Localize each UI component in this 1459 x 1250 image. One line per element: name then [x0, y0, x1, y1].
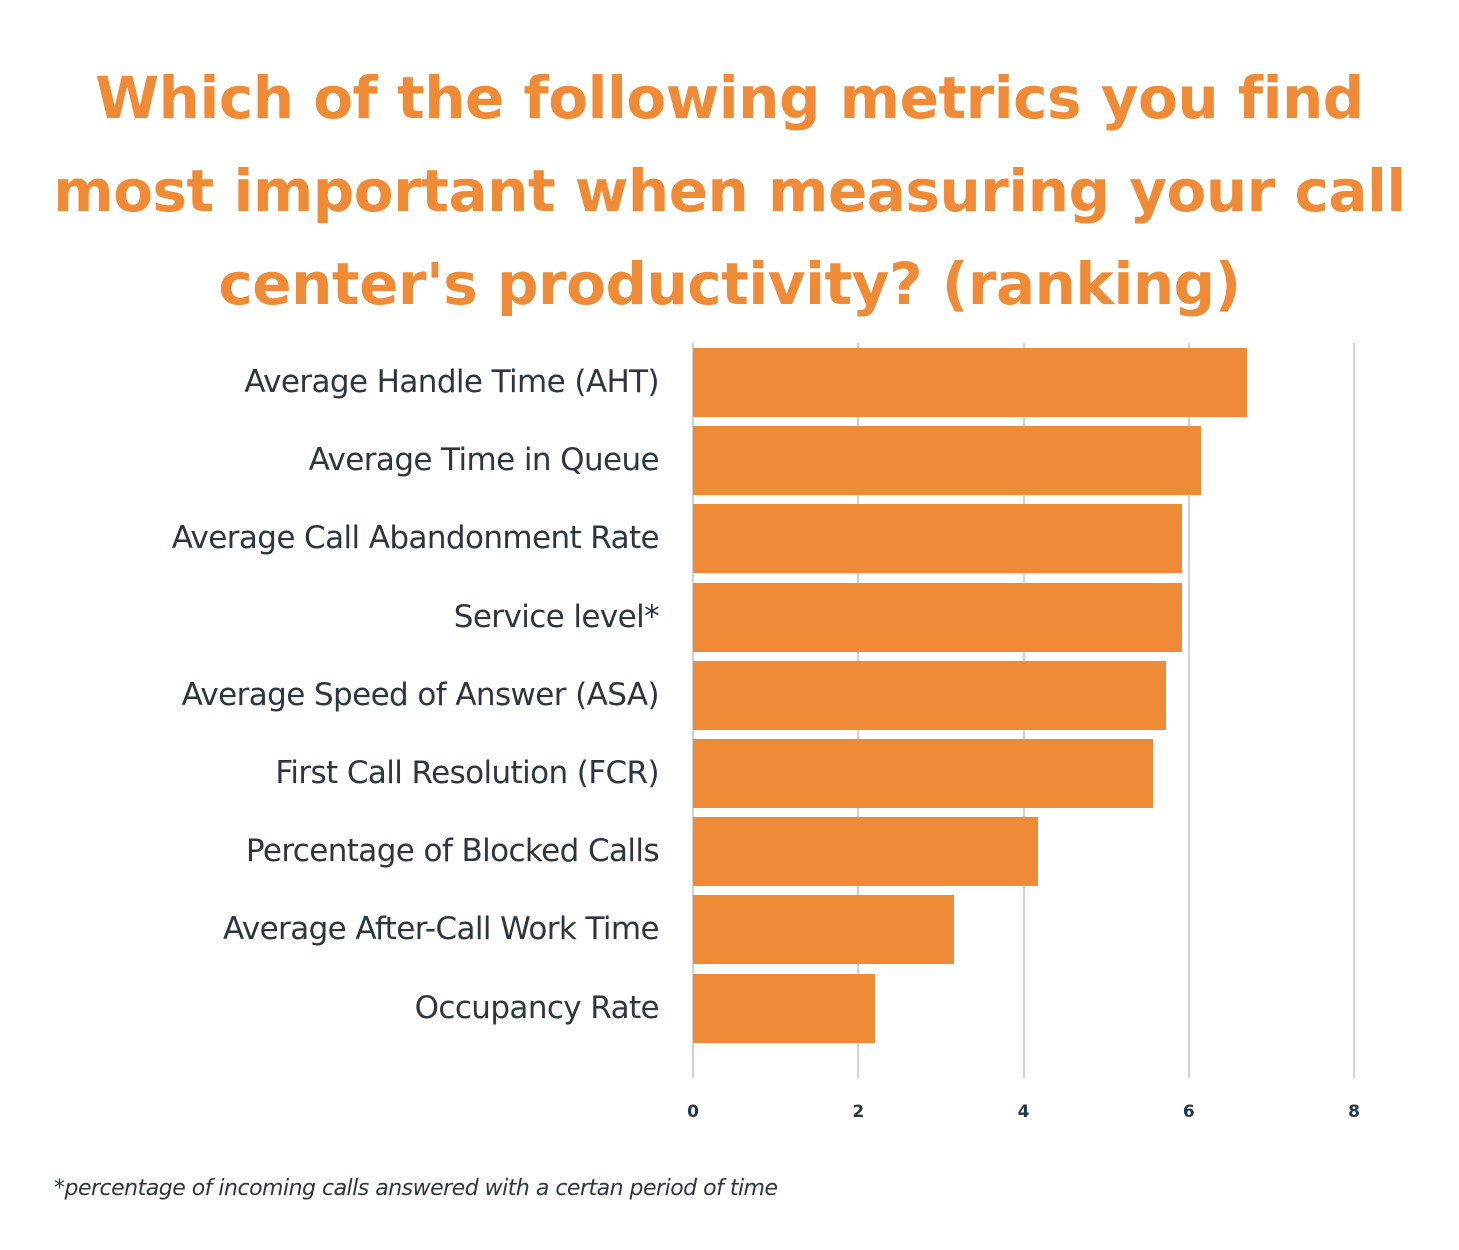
bar [693, 973, 875, 1043]
title-line-1: Which of the following metrics you find [95, 64, 1364, 132]
category-label: Service level* [453, 598, 660, 635]
gridline-8 [1353, 343, 1355, 1078]
chart-title: Which of the following metrics you find … [0, 52, 1459, 331]
bar [693, 739, 1154, 808]
category-label: Average Handle Time (AHT) [244, 364, 659, 400]
gridline-6 [1187, 343, 1190, 1078]
bar [693, 817, 1038, 887]
x-tick-label: 4 [1017, 1102, 1030, 1122]
bar [693, 348, 1247, 417]
title-line-2: most important when measuring your call [53, 157, 1406, 225]
bar [693, 426, 1202, 496]
x-tick-label: 2 [852, 1102, 865, 1122]
x-tick-label: 8 [1348, 1102, 1360, 1122]
category-label: Percentage of Blocked Calls [245, 833, 660, 870]
footnote: *percentage of incoming calls answered w… [54, 1176, 778, 1201]
category-label: Occupancy Rate [414, 989, 660, 1026]
bar [693, 504, 1183, 574]
plot-area [692, 343, 1355, 1078]
title-line-3: center's productivity? (ranking) [218, 250, 1241, 318]
x-tick-label: 0 [687, 1102, 699, 1122]
bar [693, 895, 955, 965]
bar [693, 660, 1166, 730]
category-label: First Call Resolution (FCR) [275, 755, 659, 791]
bar [693, 582, 1183, 652]
x-tick-label: 6 [1182, 1102, 1195, 1122]
category-label: Average Speed of Answer (ASA) [181, 676, 660, 713]
category-label: Average After-Call Work Time [223, 911, 660, 948]
category-label: Average Time in Queue [308, 442, 660, 479]
category-label: Average Call Abandonment Rate [171, 520, 660, 557]
